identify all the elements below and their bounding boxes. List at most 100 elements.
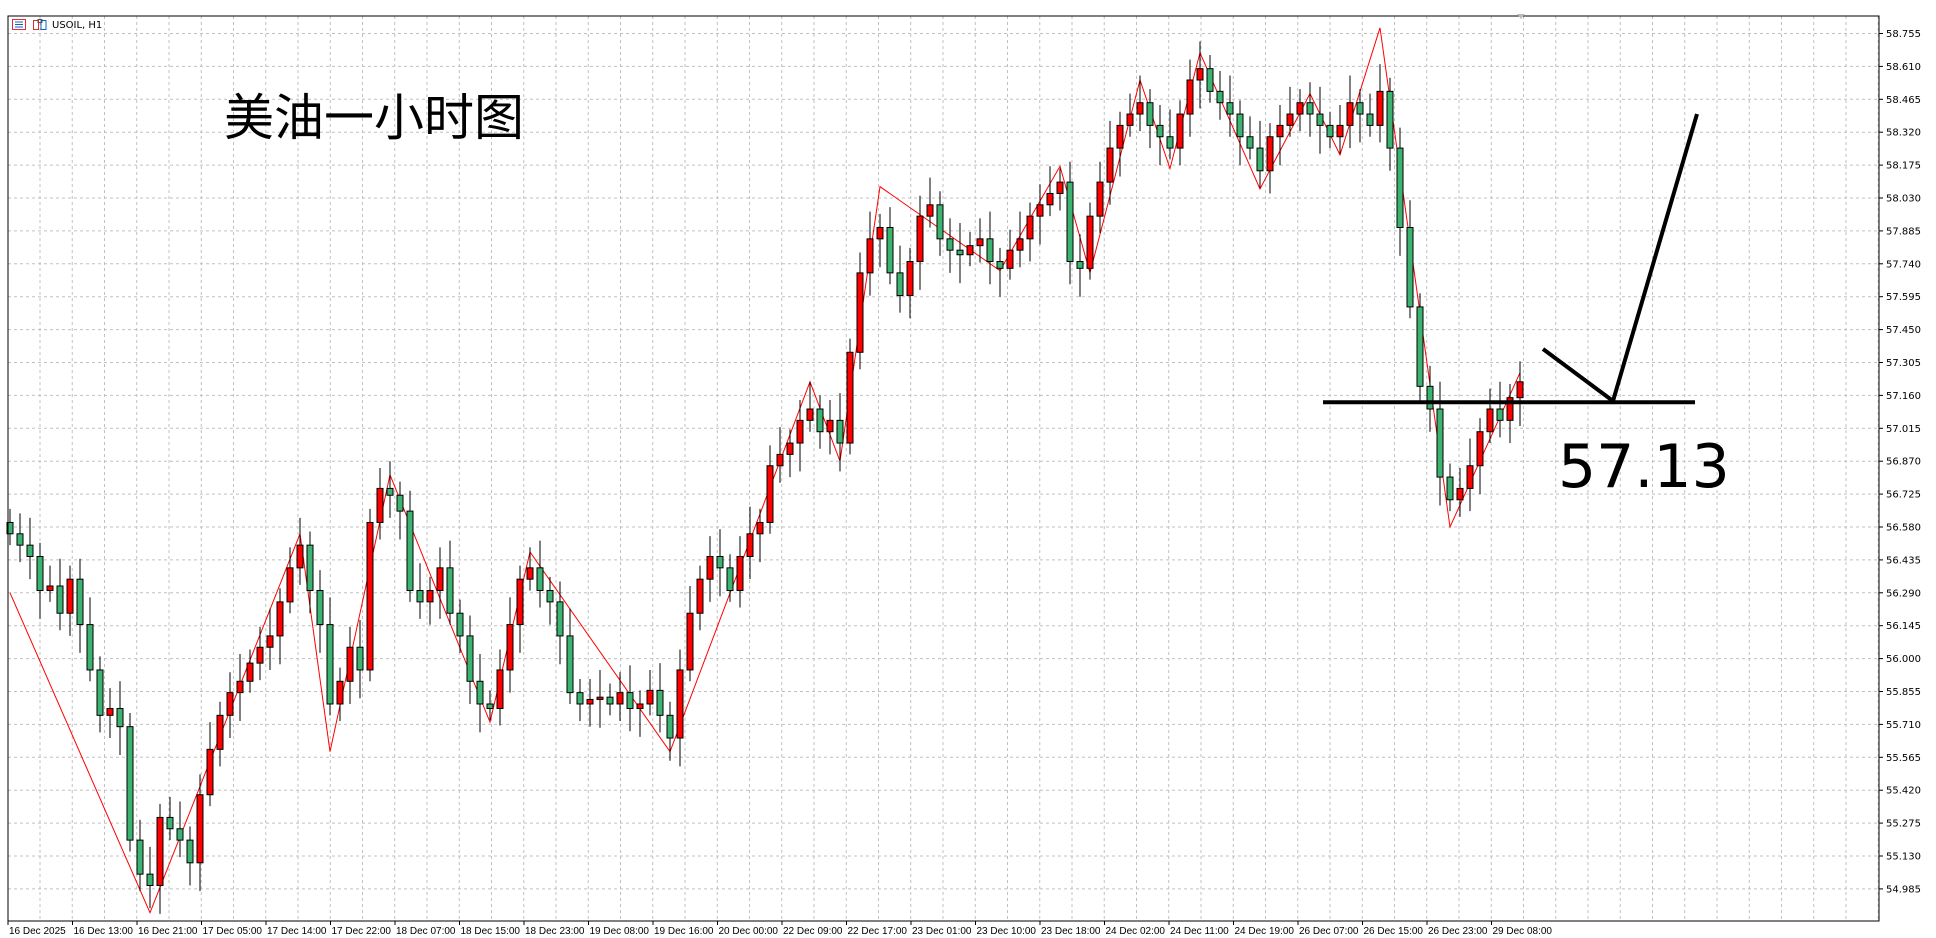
- time-tick-label: 19 Dec 16:00: [654, 926, 714, 937]
- candle-body: [766, 465, 774, 523]
- candle: [66, 565, 74, 636]
- candle: [276, 588, 284, 665]
- candle-body: [1066, 181, 1074, 263]
- candle-body: [136, 839, 144, 875]
- candle: [1066, 161, 1074, 285]
- trade-list-icon[interactable]: [12, 19, 26, 30]
- candle-body: [1056, 181, 1064, 194]
- scroll-marker-icon[interactable]: [1517, 14, 1525, 19]
- candle-body: [1166, 136, 1174, 149]
- price-tick-label: 57.450: [1886, 325, 1921, 336]
- candle-body: [876, 226, 884, 240]
- candle: [1096, 161, 1104, 234]
- one-click-trading-icon[interactable]: [33, 19, 47, 30]
- price-tick-label: 55.420: [1886, 786, 1921, 797]
- price-tick-label: 55.710: [1886, 720, 1921, 731]
- candle: [1126, 93, 1134, 137]
- candle-body: [1246, 136, 1254, 149]
- candle-body: [1276, 124, 1284, 138]
- candle: [1306, 82, 1314, 137]
- candle: [376, 468, 384, 540]
- candle-body: [116, 708, 124, 728]
- candle-body: [966, 245, 974, 256]
- candle: [1026, 202, 1034, 262]
- candle: [1136, 75, 1144, 132]
- time-tick-label: 26 Dec 23:00: [1428, 926, 1488, 937]
- candle: [716, 529, 724, 597]
- candle-body: [886, 226, 894, 274]
- candle: [1476, 418, 1484, 495]
- candle: [16, 513, 24, 563]
- price-tick-label: 58.610: [1886, 62, 1921, 73]
- candle: [366, 508, 374, 682]
- candle-body: [1356, 102, 1364, 115]
- candle: [156, 803, 164, 914]
- candle-body: [986, 238, 994, 263]
- price-tick-label: 55.130: [1886, 852, 1921, 863]
- candle-body: [356, 646, 364, 671]
- candle-body: [26, 544, 34, 557]
- price-tick-label: 54.985: [1886, 884, 1921, 895]
- candle-body: [1496, 408, 1504, 421]
- candle: [1346, 75, 1354, 149]
- candle: [176, 801, 184, 858]
- candle: [96, 656, 104, 733]
- candle-body: [86, 624, 94, 671]
- candle: [1366, 93, 1374, 137]
- candle: [636, 690, 644, 737]
- candle-body: [806, 408, 814, 421]
- time-tick-label: 24 Dec 19:00: [1235, 926, 1295, 937]
- candle-body: [746, 533, 754, 557]
- candle: [136, 819, 144, 892]
- candle-body: [286, 567, 294, 603]
- candle-body: [786, 442, 794, 455]
- price-tick-label: 56.725: [1886, 490, 1921, 501]
- candle: [676, 649, 684, 767]
- candle-body: [1286, 113, 1294, 126]
- time-tick-label: 22 Dec 09:00: [783, 926, 843, 937]
- price-tick-label: 56.580: [1886, 523, 1921, 534]
- time-tick-label: 16 Dec 2025: [9, 926, 66, 937]
- candle: [586, 679, 594, 727]
- zigzag-indicator: [9, 27, 1521, 915]
- candle: [406, 490, 414, 602]
- candle: [526, 547, 534, 591]
- time-axis[interactable]: 16 Dec 2025 16 Dec 13:00 16 Dec 21:00 17 De…: [7, 921, 1552, 937]
- candle: [1316, 86, 1324, 154]
- candle: [876, 213, 884, 268]
- candle: [1106, 120, 1114, 205]
- candle: [116, 681, 124, 756]
- candle-body: [306, 544, 314, 592]
- candle: [1336, 104, 1344, 154]
- candle: [666, 701, 674, 761]
- time-tick-label: 23 Dec 10:00: [977, 926, 1037, 937]
- candle-body: [246, 662, 254, 682]
- time-tick-label: 17 Dec 22:00: [332, 926, 392, 937]
- candle-body: [1146, 102, 1154, 126]
- candle: [496, 649, 504, 726]
- candle-body: [1336, 124, 1344, 138]
- candle-body: [936, 204, 944, 240]
- candle-body: [6, 521, 14, 535]
- projection-arrow-drawing[interactable]: [1541, 113, 1699, 405]
- price-tick-label: 58.755: [1886, 29, 1921, 40]
- candle: [336, 667, 344, 721]
- candle: [466, 615, 474, 704]
- candle-body: [666, 714, 674, 739]
- candle-body: [176, 828, 184, 841]
- candle: [86, 597, 94, 682]
- candle: [826, 399, 834, 455]
- candle-body: [1306, 102, 1314, 115]
- candle-body: [1456, 487, 1464, 501]
- candle: [346, 626, 354, 704]
- chart-frame: [7, 15, 1880, 922]
- candle: [796, 399, 804, 472]
- candle-body: [396, 494, 404, 512]
- candle: [416, 563, 424, 619]
- candle-body: [1126, 113, 1134, 126]
- candle-body: [456, 612, 464, 637]
- candle-body: [1096, 181, 1104, 217]
- candle-body: [56, 585, 64, 614]
- price-axis[interactable]: 58.755 58.610 58.465 58.320 58.175 58.030 57.8…: [1879, 29, 1921, 895]
